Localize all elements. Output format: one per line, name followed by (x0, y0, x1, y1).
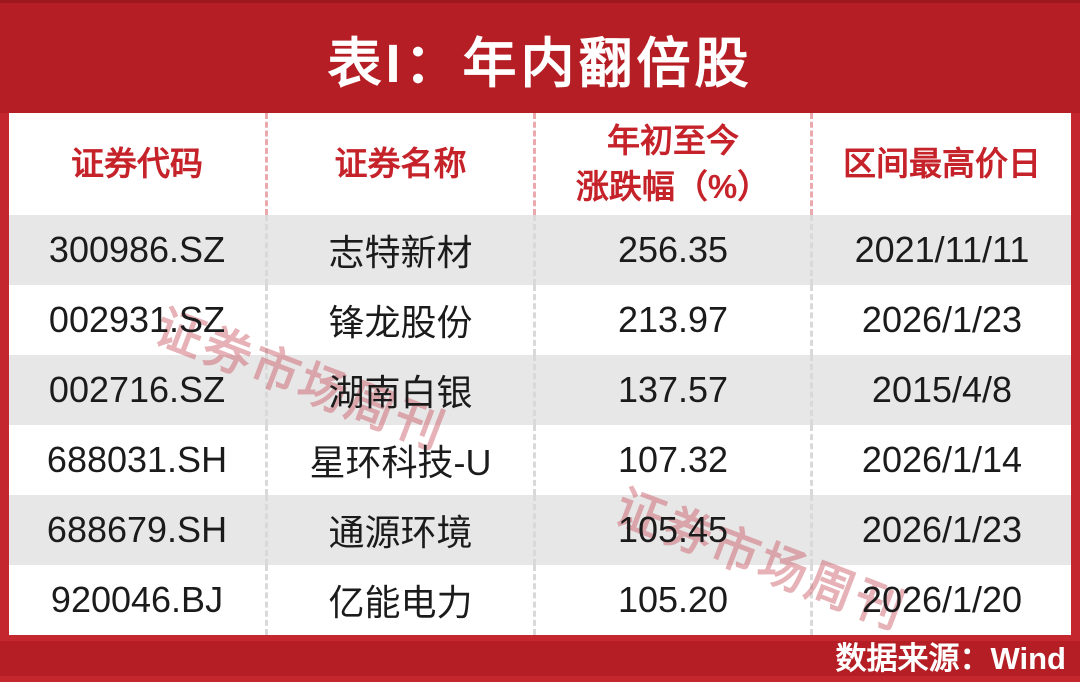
frame-top-strip (0, 0, 1080, 3)
cell-value: 亿能电力 (328, 582, 473, 623)
cell-high_date: 2021/11/11 (810, 215, 1071, 285)
cell-high_date: 2026/1/20 (810, 565, 1071, 635)
cell-value: 志特新材 (328, 232, 473, 273)
data-source-label: 数据来源：Wind (835, 641, 1066, 676)
header-label: 年初至今 (607, 122, 739, 159)
cell-value: 920046.BJ (50, 579, 224, 620)
cell-code: 688679.SH (9, 495, 265, 565)
cell-value: 256.35 (617, 229, 729, 270)
cell-change: 107.32 (533, 425, 810, 495)
header-label: 涨跌幅（%） (575, 168, 771, 205)
cell-value: 137.57 (617, 369, 729, 410)
table-body: 300986.SZ 志特新材 256.35 2021/11/11 002931.SZ 锋龙… (9, 215, 1071, 635)
cell-high_date: 2026/1/23 (810, 495, 1071, 565)
table-row: 688679.SH 通源环境 105.45 2026/1/23 (9, 495, 1071, 565)
cell-code: 300986.SZ (9, 215, 265, 285)
header-label: 区间最高价日 (843, 145, 1041, 182)
cell-value: 湖南白银 (328, 372, 473, 413)
cell-name: 亿能电力 (265, 565, 533, 635)
cell-code: 920046.BJ (9, 565, 265, 635)
cell-change: 137.57 (533, 355, 810, 425)
cell-code: 002716.SZ (9, 355, 265, 425)
cell-value: 2026/1/23 (861, 299, 1023, 340)
header-cell-change: 年初至今涨跌幅（%） (533, 113, 810, 215)
cell-value: 688031.SH (46, 439, 228, 480)
cell-high_date: 2026/1/23 (810, 285, 1071, 355)
cell-name: 志特新材 (265, 215, 533, 285)
header-label: 证券代码 (71, 145, 203, 182)
cell-value: 通源环境 (328, 512, 473, 553)
cell-name: 星环科技-U (265, 425, 533, 495)
header-cell-high_date: 区间最高价日 (810, 113, 1071, 215)
header-cell-name: 证券名称 (265, 113, 533, 215)
cell-value: 002716.SZ (48, 369, 226, 410)
cell-value: 688679.SH (46, 509, 228, 550)
cell-value: 2026/1/23 (861, 509, 1023, 550)
cell-change: 256.35 (533, 215, 810, 285)
cell-value: 213.97 (617, 299, 729, 340)
frame-right-strip (1071, 113, 1080, 682)
cell-value: 2026/1/20 (861, 579, 1023, 620)
footer-bar: 数据来源：Wind (0, 641, 1080, 676)
cell-value: 105.20 (617, 579, 729, 620)
frame-left-strip (0, 113, 9, 682)
cell-change: 105.45 (533, 495, 810, 565)
cell-value: 2021/11/11 (854, 229, 1030, 270)
cell-name: 锋龙股份 (265, 285, 533, 355)
header-label: 证券名称 (334, 145, 467, 182)
cell-value: 2015/4/8 (871, 369, 1013, 410)
cell-high_date: 2026/1/14 (810, 425, 1071, 495)
cell-change: 213.97 (533, 285, 810, 355)
cell-name: 湖南白银 (265, 355, 533, 425)
cell-value: 星环科技-U (309, 442, 492, 483)
table-title: 表I：年内翻倍股 (327, 34, 753, 94)
cell-value: 锋龙股份 (328, 302, 473, 343)
cell-change: 105.20 (533, 565, 810, 635)
cell-value: 2026/1/14 (861, 439, 1023, 480)
cell-value: 107.32 (617, 439, 729, 480)
cell-high_date: 2015/4/8 (810, 355, 1071, 425)
cell-value: 300986.SZ (48, 229, 226, 270)
frame-bottom-strip (0, 676, 1080, 682)
cell-value: 002931.SZ (48, 299, 226, 340)
footer-divider-line (0, 635, 1080, 641)
cell-name: 通源环境 (265, 495, 533, 565)
header-cell-code: 证券代码 (9, 113, 265, 215)
table-header-row: 证券代码 证券名称 年初至今涨跌幅（%） 区间最高价日 (9, 113, 1071, 215)
table-row: 920046.BJ 亿能电力 105.20 2026/1/20 (9, 565, 1071, 635)
cell-code: 688031.SH (9, 425, 265, 495)
table-row: 300986.SZ 志特新材 256.35 2021/11/11 (9, 215, 1071, 285)
table-title-bar: 表I：年内翻倍股 (0, 0, 1080, 113)
table-row: 002931.SZ 锋龙股份 213.97 2026/1/23 (9, 285, 1071, 355)
table-row: 002716.SZ 湖南白银 137.57 2015/4/8 (9, 355, 1071, 425)
table-row: 688031.SH 星环科技-U 107.32 2026/1/14 (9, 425, 1071, 495)
cell-value: 105.45 (617, 509, 729, 550)
cell-code: 002931.SZ (9, 285, 265, 355)
